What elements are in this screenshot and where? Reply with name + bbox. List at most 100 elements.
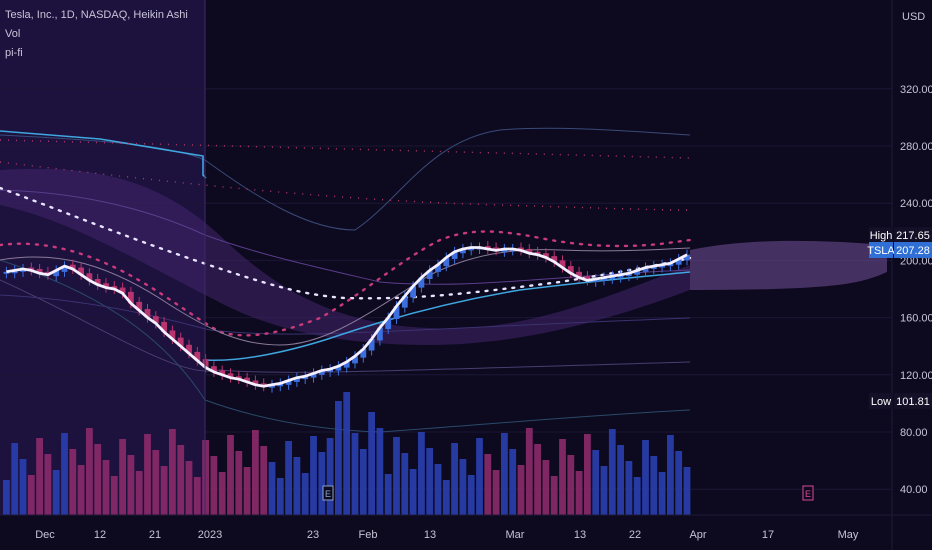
candle-body (484, 246, 491, 249)
candle-body (684, 254, 690, 261)
candle-body (211, 366, 217, 372)
volume-bar (227, 435, 234, 515)
volume-bar (177, 445, 185, 515)
future-cloud (690, 240, 887, 290)
last-price-tag-label: TSLA (867, 245, 895, 257)
symbol-title[interactable]: Tesla, Inc., 1D, NASDAQ, Heikin Ashi (5, 9, 188, 21)
candle-body (335, 366, 342, 371)
candle-body (227, 373, 234, 378)
volume-bar (434, 464, 442, 515)
volume-bar (135, 471, 143, 515)
dotted-support (0, 186, 692, 300)
earnings-marker-past-label: E (325, 489, 331, 499)
volume-bar (94, 444, 102, 515)
high-tag-value: 217.65 (896, 230, 930, 242)
candle-body (426, 270, 433, 279)
volume-bar (110, 476, 118, 515)
price-tick-label: 320.00 (900, 84, 932, 96)
candle-body (343, 361, 350, 368)
volume-bar (525, 428, 533, 515)
candle-body (136, 301, 143, 311)
volume-bar (484, 454, 492, 515)
candle-body (219, 370, 226, 375)
volume-bar (335, 401, 342, 515)
candle-body (128, 291, 134, 304)
dotted-psar (0, 230, 692, 337)
time-tick-label: 13 (574, 529, 586, 541)
volume-bar (401, 453, 409, 515)
volume-bar (459, 459, 467, 515)
time-tick-label: Apr (689, 529, 706, 541)
volume-bar (534, 444, 541, 515)
candle-body (53, 270, 60, 277)
candle-body (186, 344, 192, 354)
candle-body (302, 376, 309, 380)
cloud-edge (0, 189, 691, 285)
candle-body (244, 377, 250, 382)
lower-envelope (0, 259, 691, 433)
price-tick-label: 200.00 (900, 255, 932, 267)
candle-body (86, 273, 93, 281)
volume-bar (218, 472, 226, 515)
volume-bar (193, 477, 201, 515)
candle-body (493, 247, 499, 251)
volume-bar (368, 412, 375, 515)
price-tick-label: 40.00 (900, 484, 928, 496)
volume-bar (202, 440, 209, 515)
volume-bar (542, 460, 550, 515)
volume-bar (592, 450, 600, 515)
earnings-marker-upcoming[interactable] (802, 485, 814, 501)
time-tick-label: Feb (359, 529, 378, 541)
volume-bar (343, 392, 351, 515)
price-tick-label: 120.00 (900, 370, 932, 382)
volume-bar (19, 459, 27, 515)
inner-envelope (0, 279, 691, 373)
volume-bar (102, 460, 110, 515)
volume-bar (11, 443, 19, 515)
volume-bar (119, 439, 126, 515)
volume-bar (509, 449, 517, 515)
volume-bar (384, 474, 392, 515)
candle-body (352, 356, 358, 364)
last-price-tag-value-box (894, 241, 932, 258)
volume-bar (36, 438, 43, 515)
volume-bar (69, 449, 77, 515)
candle-body (418, 277, 425, 288)
currency-label: USD (902, 11, 925, 23)
low-tag-value: 101.81 (896, 396, 930, 408)
candle-body (169, 330, 176, 340)
price-tick-label: 280.00 (900, 141, 932, 153)
volume-bar (144, 434, 151, 515)
last-price-tag-label-box (869, 241, 893, 258)
candle-body (235, 376, 242, 380)
volume-bar (210, 456, 218, 515)
volume-bar (409, 469, 417, 515)
volume-bar (442, 480, 450, 515)
candle-body (36, 268, 43, 274)
ma-white-line (6, 246, 688, 388)
ma-cyan-line (205, 271, 691, 362)
earnings-marker-past[interactable] (322, 485, 334, 501)
volume-bar (44, 454, 52, 515)
pi-fi-indicator-label[interactable]: pi-fi (5, 47, 23, 59)
volume-bar (52, 470, 60, 515)
volume-bar (575, 471, 583, 515)
volume-bar (376, 428, 384, 515)
price-tick-label: 160.00 (900, 313, 932, 325)
candle-body (177, 337, 184, 347)
time-tick-label: May (838, 529, 859, 541)
candle-body (617, 274, 624, 278)
time-tick-label: 13 (424, 529, 436, 541)
high-tag-value-box (894, 227, 932, 244)
candle-body (634, 270, 641, 275)
volume-bar (310, 436, 317, 515)
volume-bar (276, 478, 284, 515)
volume-indicator-label[interactable]: Vol (5, 28, 21, 40)
candle-body (161, 321, 167, 332)
volume-bar (501, 433, 508, 515)
candle-body (592, 278, 599, 282)
candle-body (410, 286, 416, 298)
candle-body (584, 276, 591, 281)
volume-bar (608, 429, 616, 515)
